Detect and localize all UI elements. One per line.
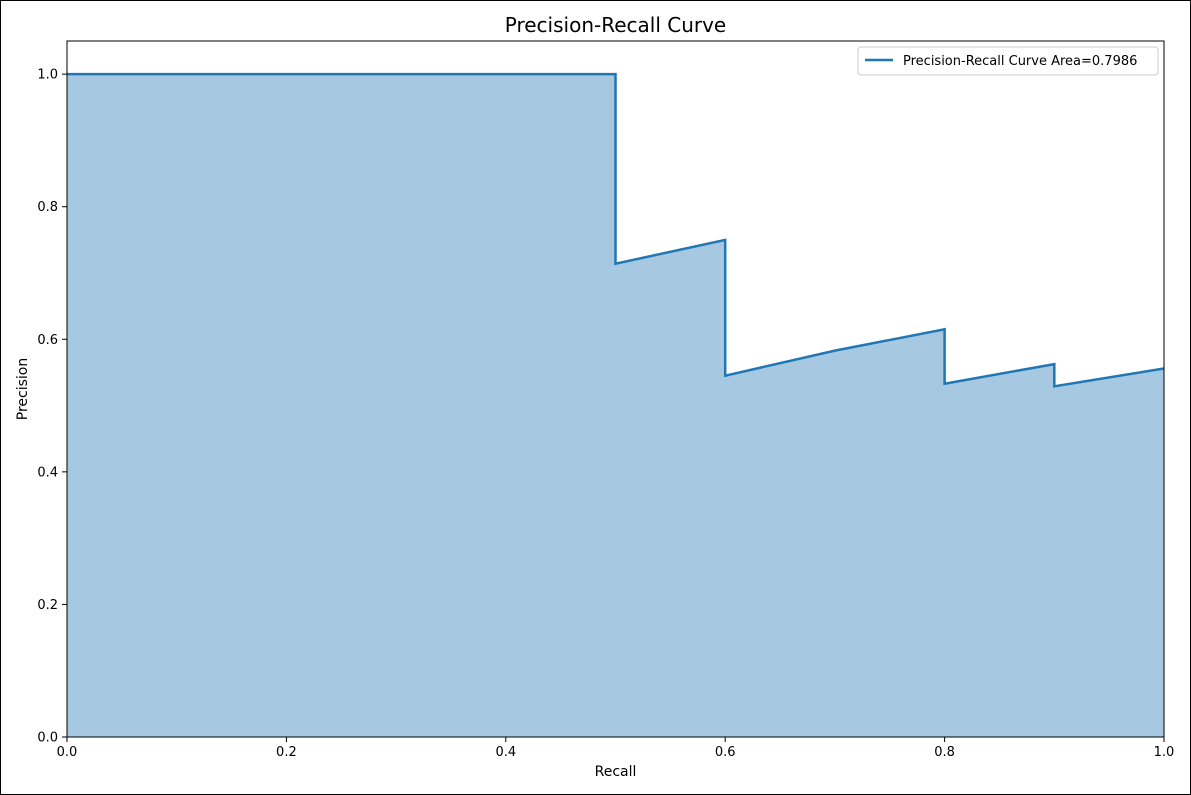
legend: Precision-Recall Curve Area=0.7986 — [857, 46, 1159, 76]
y-tick-label: 0.0 — [37, 731, 58, 746]
x-axis-label: Recall — [595, 764, 637, 780]
pr-area-fill — [67, 74, 1164, 738]
y-tick-label: 0.2 — [37, 598, 58, 613]
x-tick-label: 0.4 — [495, 745, 516, 760]
pr-curve-line — [67, 72, 1165, 388]
x-tick-label: 0.0 — [57, 745, 78, 760]
x-tick-label: 0.8 — [934, 745, 955, 760]
x-tick-label: 0.2 — [276, 745, 297, 760]
y-tick-label: 1.0 — [37, 68, 58, 83]
legend-entry: Precision-Recall Curve Area=0.7986 — [903, 54, 1137, 69]
y-tick-label: 0.8 — [37, 200, 58, 215]
x-tick-label: 0.6 — [715, 745, 736, 760]
chart-title: Precision-Recall Curve — [505, 13, 726, 37]
y-axis-label: Precision — [15, 358, 31, 420]
axes-box — [66, 40, 1165, 738]
legend-box — [857, 46, 1159, 76]
x-tick-label: 1.0 — [1154, 745, 1175, 760]
y-tick-label: 0.6 — [37, 333, 58, 348]
y-tick-label: 0.4 — [37, 465, 58, 480]
